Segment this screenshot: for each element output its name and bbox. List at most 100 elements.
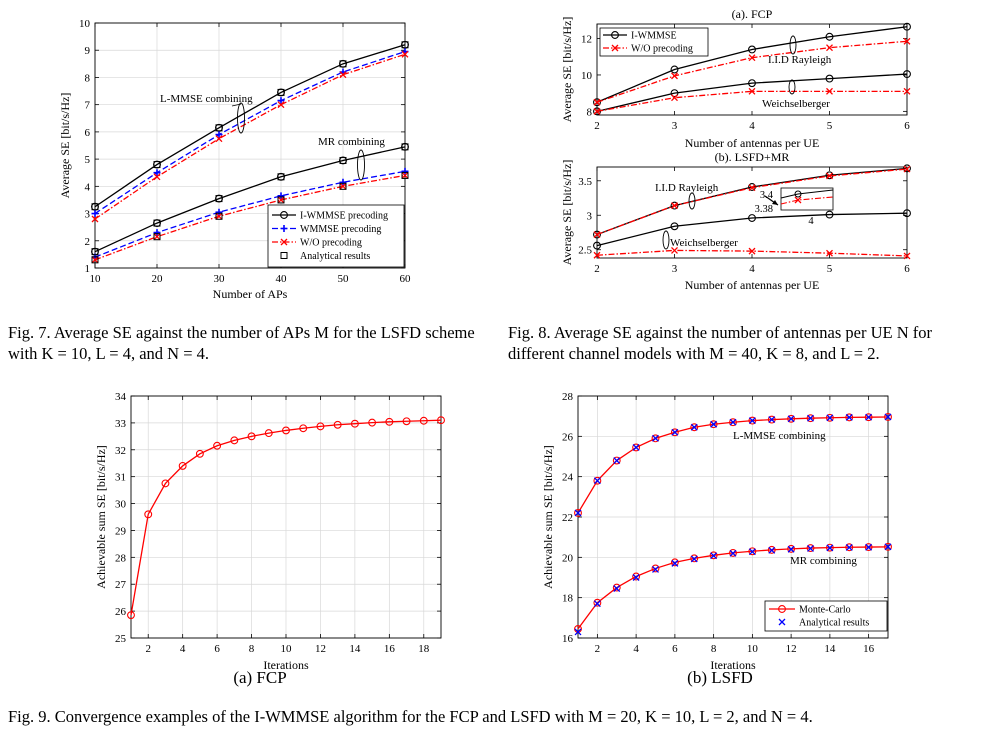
y-tick-label: 26 (562, 431, 574, 443)
inset-arrow (764, 195, 779, 206)
annotation-lmmse: L-MMSE combining (733, 430, 826, 442)
legend-box (764, 600, 888, 632)
data-point (710, 420, 718, 428)
annotation-ellipse (789, 35, 797, 55)
data-point (153, 233, 161, 241)
data-point (91, 215, 99, 223)
data-point (91, 247, 99, 256)
y-axis-label: Average SE [bit/s/Hz] (58, 93, 72, 199)
data-point (767, 415, 776, 424)
y-tick-label: 9 (85, 45, 91, 57)
x-tick-label: 3 (672, 263, 678, 275)
y-axis-label: Achievable sum SE [bit/s/Hz] (541, 445, 555, 589)
annotation-weich: Weichselberger (762, 98, 830, 110)
analytical-point (153, 233, 161, 241)
data-point (845, 543, 853, 551)
data-point (864, 543, 873, 551)
legend-marker (778, 618, 786, 626)
data-point (671, 428, 679, 436)
data-point (748, 87, 756, 95)
data-point (903, 165, 911, 173)
data-point (178, 461, 187, 470)
analytical-point (215, 124, 223, 132)
data-point (247, 432, 256, 441)
y-tick-label: 6 (85, 127, 91, 139)
y-tick-label: 1 (85, 263, 91, 275)
legend-label: W/O precoding (300, 238, 362, 249)
analytical-point (277, 173, 285, 181)
analytical-point (401, 41, 409, 49)
x-tick-label: 12 (315, 643, 326, 655)
series-line (596, 212, 908, 247)
analytical-point (401, 143, 409, 151)
data-point (787, 414, 796, 423)
x-tick-label: 10 (747, 643, 759, 655)
x-tick-label: 20 (152, 273, 164, 285)
data-point (593, 598, 602, 607)
y-tick-label: 27 (115, 579, 127, 591)
data-point (213, 441, 222, 450)
data-point (806, 544, 815, 553)
series-0 (593, 164, 911, 239)
data-point (593, 231, 601, 239)
data-point (826, 414, 834, 422)
analytical-point (153, 161, 161, 169)
y-tick-label: 16 (562, 633, 574, 645)
x-tick-label: 2 (594, 120, 600, 132)
data-point (729, 418, 737, 427)
data-point (825, 32, 834, 41)
data-point (277, 101, 285, 109)
analytical-point (215, 212, 223, 220)
series-2 (593, 209, 911, 250)
data-point (690, 554, 699, 563)
data-point (612, 583, 621, 592)
x-tick-label: 12 (786, 643, 797, 655)
legend-box (599, 27, 709, 57)
data-point (768, 416, 776, 424)
legend-marker (280, 252, 288, 259)
data-point (215, 131, 223, 139)
data-point (593, 107, 601, 116)
y-tick-label: 7 (85, 100, 91, 112)
fig7-plot: 10 20 30 40 50 60 1 2 3 4 5 6 7 8 9 10 Number of APs Aver… (58, 18, 411, 301)
chart-title: (b). LSFD+MR (715, 150, 790, 164)
data-point (826, 172, 833, 180)
y-tick-label: 5 (85, 154, 91, 166)
legend-marker (280, 225, 288, 232)
data-point (437, 416, 445, 425)
data-point (787, 544, 796, 553)
data-point (729, 549, 737, 557)
y-tick-label: 8 (587, 106, 593, 118)
inset-marker (794, 196, 802, 204)
data-point (593, 98, 601, 107)
data-point (903, 37, 911, 45)
x-tick-label: 14 (824, 643, 836, 655)
inset-box (780, 187, 834, 211)
legend-marker (611, 44, 619, 52)
series-line (596, 73, 908, 112)
series-2 (593, 70, 911, 116)
inset-line (780, 196, 834, 205)
y-tick-label: 2.5 (578, 245, 592, 257)
series-3 (91, 142, 409, 256)
data-point (748, 547, 757, 556)
y-axis-label: Achievable sum SE [bit/s/Hz] (94, 445, 108, 589)
data-point (385, 417, 394, 426)
data-point (350, 419, 359, 428)
data-point (593, 600, 601, 608)
fig9b-subcaption: (b) LSFD (687, 668, 753, 687)
series-line (94, 146, 406, 253)
analytical-markers-0 (91, 41, 409, 211)
data-point (215, 123, 223, 132)
data-point (593, 477, 601, 485)
data-point (632, 443, 641, 452)
annotation-lmmse: L-MMSE combining (160, 93, 253, 105)
analytical-point (91, 256, 99, 264)
fig8b-inset: 3.4 3.38 4 (755, 187, 834, 227)
inset-line (780, 189, 834, 199)
y-tick-label: 28 (562, 391, 574, 403)
analytical-point (91, 248, 99, 256)
y-tick-label: 12 (581, 34, 592, 46)
annotation-weich: Weichselberger (670, 237, 738, 249)
data-point (215, 135, 223, 143)
